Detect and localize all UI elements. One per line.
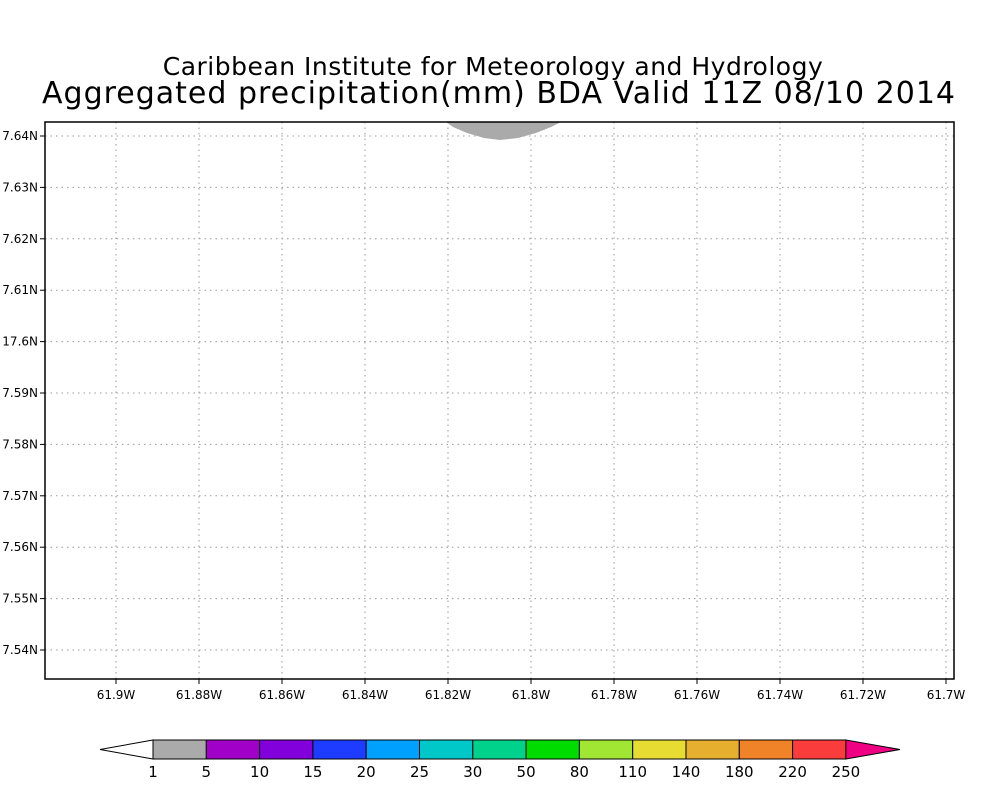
lat-label: 7.63N bbox=[2, 180, 38, 194]
colorbar-label: 10 bbox=[250, 763, 269, 781]
precipitation-area bbox=[446, 122, 561, 140]
plot-frame bbox=[44, 121, 955, 680]
lat-label: 7.58N bbox=[2, 437, 38, 451]
lon-label: 61.74W bbox=[757, 688, 803, 702]
colorbar-label: 20 bbox=[357, 763, 376, 781]
colorbar-label: 110 bbox=[618, 763, 647, 781]
graticule bbox=[40, 122, 954, 684]
colorbar-label: 50 bbox=[517, 763, 536, 781]
colorbar-high-triangle bbox=[845, 739, 901, 760]
colorbar-segment bbox=[632, 739, 687, 760]
lon-label: 61.86W bbox=[259, 688, 305, 702]
lat-label: 17.6N bbox=[2, 335, 38, 349]
colorbar-segment bbox=[419, 739, 474, 760]
colorbar-label: 25 bbox=[410, 763, 429, 781]
colorbar-segment bbox=[365, 739, 421, 760]
colorbar-label: 180 bbox=[725, 763, 754, 781]
lon-label: 61.72W bbox=[840, 688, 886, 702]
lon-label: 61.78W bbox=[591, 688, 637, 702]
lon-label: 61.84W bbox=[342, 688, 388, 702]
lat-label: 7.55N bbox=[2, 592, 38, 606]
longitude-labels: 61.9W 61.88W 61.86W 61.84W 61.82W 61.8W 61.78W… bbox=[97, 688, 966, 702]
colorbar-label: 140 bbox=[672, 763, 701, 781]
lat-label: 7.54N bbox=[2, 643, 38, 657]
colorbar-segment bbox=[259, 739, 314, 760]
colorbar-segment bbox=[152, 739, 207, 760]
colorbar-low-triangle bbox=[99, 739, 154, 760]
map-plot-area bbox=[40, 121, 955, 684]
colorbar-segment bbox=[738, 739, 794, 760]
colorbar-label: 250 bbox=[832, 763, 861, 781]
lon-label: 61.7W bbox=[927, 688, 966, 702]
colorbar-label: 1 bbox=[148, 763, 158, 781]
colorbar-labels: 1 5 10 15 20 25 30 50 80 110 140 180 220 250 bbox=[148, 763, 860, 781]
lat-label: 7.64N bbox=[2, 129, 38, 143]
lon-label: 61.82W bbox=[425, 688, 471, 702]
colorbar-segment bbox=[472, 739, 527, 760]
lon-label: 61.76W bbox=[674, 688, 720, 702]
latitude-labels: 7.64N 7.63N 7.62N 7.61N 17.6N 7.59N 7.58N 7.57N… bbox=[2, 129, 38, 657]
colorbar-segment bbox=[685, 739, 740, 760]
colorbar-label: 220 bbox=[778, 763, 807, 781]
lon-label: 61.9W bbox=[97, 688, 136, 702]
colorbar bbox=[99, 739, 901, 760]
lon-label: 61.88W bbox=[176, 688, 222, 702]
lon-label: 61.8W bbox=[512, 688, 551, 702]
lat-label: 7.57N bbox=[2, 489, 38, 503]
lat-label: 7.59N bbox=[2, 386, 38, 400]
colorbar-segment bbox=[792, 739, 847, 760]
colorbar-label: 5 bbox=[202, 763, 212, 781]
plot-background bbox=[45, 122, 954, 679]
title-institute: Caribbean Institute for Meteorology and … bbox=[162, 52, 824, 81]
colorbar-segment bbox=[312, 739, 367, 760]
lat-label: 7.56N bbox=[2, 540, 38, 554]
colorbar-segment bbox=[205, 739, 261, 760]
colorbar-segment bbox=[525, 739, 580, 760]
title-product: Aggregated precipitation(mm) BDA Valid 1… bbox=[42, 76, 956, 111]
colorbar-label: 80 bbox=[570, 763, 589, 781]
colorbar-segment bbox=[578, 739, 634, 760]
colorbar-label: 30 bbox=[463, 763, 482, 781]
colorbar-label: 15 bbox=[303, 763, 322, 781]
lat-label: 7.61N bbox=[2, 283, 38, 297]
lat-label: 7.62N bbox=[2, 232, 38, 246]
